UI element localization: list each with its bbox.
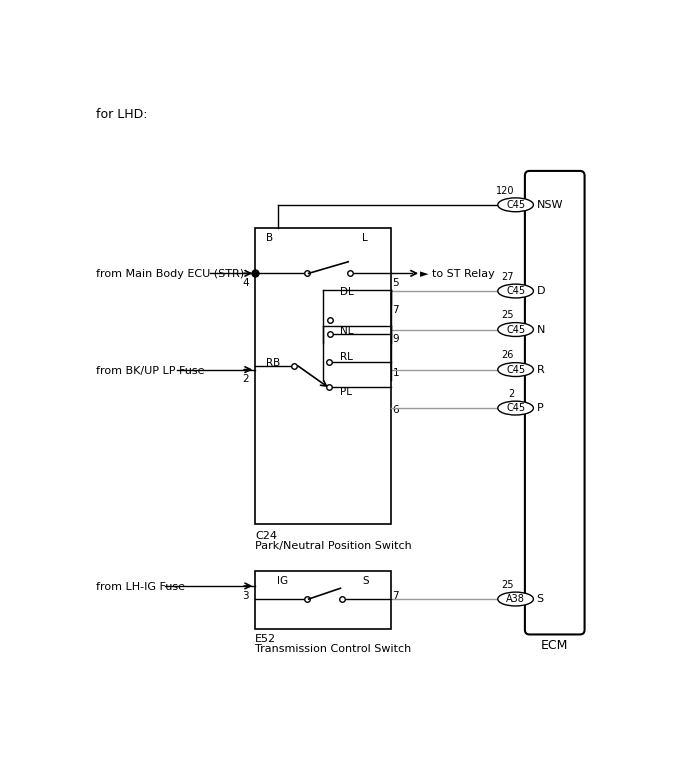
Text: RB: RB (266, 358, 280, 368)
Text: 2: 2 (508, 389, 514, 399)
Text: S: S (537, 594, 544, 604)
Text: N: N (537, 325, 545, 335)
Text: C45: C45 (506, 200, 525, 210)
Text: 5: 5 (393, 278, 399, 288)
Ellipse shape (497, 322, 533, 336)
Ellipse shape (497, 401, 533, 415)
Text: L: L (362, 233, 368, 243)
Text: Transmission Control Switch: Transmission Control Switch (255, 643, 411, 654)
Text: 1: 1 (393, 368, 399, 378)
Text: 6: 6 (393, 405, 399, 415)
Text: 7: 7 (393, 305, 399, 315)
Bar (255, 228, 391, 525)
Text: S: S (362, 576, 368, 586)
Text: NL: NL (340, 326, 354, 335)
FancyBboxPatch shape (525, 171, 584, 634)
Text: for LHD:: for LHD: (95, 107, 147, 121)
Text: 2: 2 (242, 374, 249, 385)
Text: 4: 4 (242, 278, 249, 288)
Text: IG: IG (277, 576, 288, 586)
Text: 25: 25 (502, 310, 514, 320)
Text: NSW: NSW (537, 200, 563, 210)
Text: from BK/UP LP Fuse: from BK/UP LP Fuse (95, 366, 204, 375)
Text: ECM: ECM (541, 639, 568, 652)
Text: C45: C45 (506, 286, 525, 296)
Text: D: D (537, 286, 545, 296)
Text: R: R (537, 365, 544, 375)
Text: 9: 9 (393, 334, 399, 344)
Text: 27: 27 (502, 272, 514, 282)
Ellipse shape (497, 363, 533, 376)
Text: C45: C45 (506, 325, 525, 335)
Text: Park/Neutral Position Switch: Park/Neutral Position Switch (255, 541, 412, 551)
Text: ► to ST Relay: ► to ST Relay (420, 269, 494, 279)
Text: C24: C24 (255, 531, 277, 541)
Text: 7: 7 (393, 590, 399, 600)
Text: from LH-IG Fuse: from LH-IG Fuse (95, 582, 184, 592)
Text: 120: 120 (495, 185, 514, 195)
Ellipse shape (497, 198, 533, 212)
Text: E52: E52 (255, 634, 276, 644)
Text: B: B (266, 233, 273, 243)
Text: 26: 26 (502, 350, 514, 360)
Text: C45: C45 (506, 403, 525, 413)
Text: 25: 25 (502, 580, 514, 590)
Text: RL: RL (340, 352, 353, 362)
Text: A38: A38 (506, 594, 525, 604)
Bar (255, 572, 391, 629)
Text: PL: PL (340, 388, 353, 397)
Ellipse shape (497, 284, 533, 298)
Text: from Main Body ECU (STR): from Main Body ECU (STR) (95, 269, 244, 279)
Text: DL: DL (340, 287, 354, 298)
Text: 3: 3 (242, 590, 249, 600)
Text: P: P (537, 403, 543, 413)
Ellipse shape (497, 592, 533, 606)
Text: C45: C45 (506, 365, 525, 375)
